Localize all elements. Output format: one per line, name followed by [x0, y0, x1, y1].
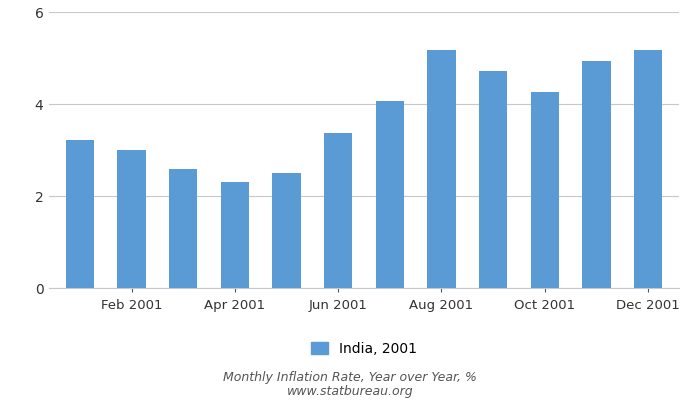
Legend: India, 2001: India, 2001: [311, 342, 417, 356]
Bar: [531, 92, 559, 288]
Bar: [169, 169, 197, 288]
Bar: [479, 71, 507, 288]
Bar: [272, 173, 301, 288]
Bar: [66, 140, 94, 288]
Bar: [324, 133, 352, 288]
Bar: [582, 61, 610, 288]
Text: Monthly Inflation Rate, Year over Year, %: Monthly Inflation Rate, Year over Year, …: [223, 372, 477, 384]
Bar: [427, 50, 456, 288]
Bar: [118, 150, 146, 288]
Text: www.statbureau.org: www.statbureau.org: [287, 386, 413, 398]
Bar: [376, 101, 404, 288]
Bar: [634, 50, 662, 288]
Bar: [220, 182, 249, 288]
